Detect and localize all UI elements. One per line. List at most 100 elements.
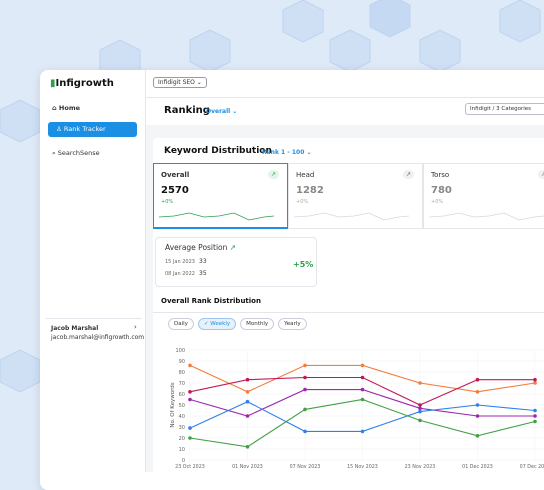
section-title: Keyword Distribution: [164, 146, 272, 156]
card-value: 2570: [161, 185, 189, 196]
page-title: Ranking: [164, 105, 210, 116]
trend-icon: ↗: [538, 170, 544, 179]
nav-item-active[interactable]: ♙ Rank Tracker: [48, 122, 137, 137]
data-point: [303, 407, 307, 412]
y-axis-label: No. Of Keywords: [170, 382, 176, 427]
card-change: +0%: [296, 199, 309, 205]
workspace: Infidigit SEO: [158, 79, 195, 86]
sparkline-line: [293, 212, 410, 221]
card-value: 780: [431, 185, 452, 196]
y-tick-label: 80: [179, 370, 185, 376]
data-point: [533, 414, 537, 418]
data-point: [360, 429, 365, 434]
trend-icon: ↗: [403, 170, 415, 179]
metric-card[interactable]: [153, 163, 288, 229]
user-name[interactable]: Jacob Marshal: [51, 325, 99, 332]
data-point: [303, 375, 307, 380]
sparkline-svg: [428, 212, 544, 221]
data-point: [188, 397, 192, 402]
brand: ▮Infigrowth: [50, 78, 114, 89]
range: Rank 1 - 100: [262, 149, 305, 156]
filter: Infidigit / 3 Categories: [470, 106, 532, 112]
user-email: jacob.marshal@infigrowth.com: [51, 334, 145, 341]
card-label: Overall: [161, 171, 190, 179]
period-toggle[interactable]: Yearly: [278, 318, 307, 330]
nav-item[interactable]: ⌂ Home: [52, 104, 81, 112]
period-toggle[interactable]: Monthly: [240, 318, 275, 330]
data-point: [360, 363, 365, 368]
y-tick-label: 30: [179, 425, 185, 431]
sparkline-line: [428, 212, 544, 221]
data-point: [475, 377, 480, 382]
range-dropdown[interactable]: Rank 1 - 100 ⌄: [262, 149, 312, 156]
card-label: Head: [296, 171, 315, 179]
card-value: 1282: [296, 185, 324, 196]
chart-title: Overall Rank Distribution: [161, 297, 261, 305]
period-toggle[interactable]: ✓ Weekly: [197, 318, 237, 330]
x-tick-label: 23 Oct 2023: [175, 464, 205, 470]
data-point: [418, 381, 422, 385]
nav-label: SearchSense: [57, 149, 100, 157]
avg-value: 33: [199, 258, 207, 265]
data-point: [418, 418, 422, 423]
data-point: [533, 408, 537, 413]
workspace-dropdown[interactable]: Infidigit SEO ⌄: [153, 77, 207, 88]
data-point: [303, 363, 307, 368]
x-tick-label: 23 Nov 2023: [405, 464, 436, 470]
data-point: [475, 414, 480, 418]
y-tick-label: 0: [182, 458, 185, 464]
sparkline: [293, 208, 412, 224]
data-point: [475, 434, 480, 438]
x-tick-label: 15 Nov 2023: [347, 464, 378, 470]
sparkline-line: [158, 212, 275, 221]
data-point: [475, 403, 480, 407]
filter-dropdown[interactable]: Infidigit / 3 Categories: [465, 103, 544, 115]
x-tick-label: 01 Dec 2023: [462, 464, 493, 470]
avg-date: 08 Jan 2022: [165, 271, 195, 277]
data-point: [418, 406, 422, 411]
metric-card[interactable]: [423, 163, 544, 229]
period-toggle[interactable]: Daily: [168, 318, 194, 330]
data-point: [418, 403, 422, 407]
data-point: [533, 381, 537, 385]
sidebar-border: [145, 70, 146, 472]
data-point: [188, 436, 192, 440]
sparkline-svg: [293, 212, 410, 221]
card-change: +0%: [431, 199, 444, 205]
avg-value: 35: [199, 270, 207, 277]
topbar-border: [146, 97, 544, 98]
y-tick-label: 100: [175, 348, 185, 354]
data-point: [245, 390, 250, 394]
data-point: [303, 429, 307, 434]
nav-item[interactable]: ⌕ SearchSense: [52, 149, 100, 157]
data-point: [475, 390, 480, 394]
data-point: [533, 419, 537, 424]
y-tick-label: 70: [179, 381, 185, 387]
avg-card: [155, 237, 317, 287]
avg-title-text: Average Position: [165, 243, 228, 252]
sparkline: [158, 208, 277, 224]
divider: [153, 312, 544, 313]
data-point: [188, 363, 192, 368]
metric-card[interactable]: [288, 163, 423, 229]
data-point: [360, 387, 365, 392]
chart: No. Of Keywords 0 10 20 30 40 50 60 70 80 90 100 23 …: [170, 348, 544, 470]
nav-label: Rank Tracker: [63, 125, 106, 133]
trend-icon: ↗: [268, 170, 280, 179]
y-tick-label: 60: [179, 392, 185, 398]
data-point: [418, 409, 422, 414]
panel: [153, 138, 544, 478]
data-point: [303, 387, 307, 392]
data-point: [188, 426, 192, 430]
sparkline: [428, 208, 544, 224]
chevron[interactable]: ›: [134, 323, 137, 331]
view-dropdown[interactable]: Overall ⌄: [206, 108, 238, 115]
data-point: [360, 375, 365, 380]
x-tick-label: 01 Nov 2023: [232, 464, 263, 470]
y-tick-label: 50: [179, 403, 185, 409]
nav-label: Home: [58, 104, 81, 112]
x-tick-label: 07 Nov 2023: [290, 464, 321, 470]
data-point: [245, 377, 250, 382]
view: Overall: [206, 108, 231, 115]
